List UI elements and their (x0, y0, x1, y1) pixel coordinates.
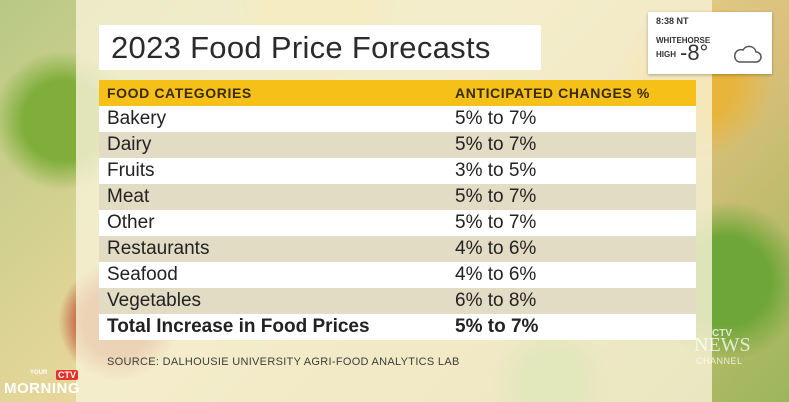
change-cell: 5% to 7% (447, 106, 696, 132)
table-row: Bakery 5% to 7% (99, 106, 696, 132)
table-row: Restaurants 4% to 6% (99, 236, 696, 262)
column-header-category: FOOD CATEGORIES (99, 80, 447, 106)
category-cell: Bakery (99, 106, 447, 132)
show-logo-morning: MORNING (4, 380, 80, 397)
channel-logo: CTV NEWS CHANNEL (694, 328, 774, 368)
weather-widget: 8:38 NT WHITEHORSE HIGH -8° (648, 12, 772, 74)
change-cell: 5% to 7% (447, 210, 696, 236)
show-logo-ctv: CTV (56, 370, 78, 380)
weather-city: WHITEHORSE (656, 36, 711, 45)
column-header-change: ANTICIPATED CHANGES % (447, 80, 696, 106)
change-cell: 4% to 6% (447, 262, 696, 288)
category-cell: Meat (99, 184, 447, 210)
category-cell: Dairy (99, 132, 447, 158)
cloud-icon (733, 45, 762, 63)
change-cell: 5% to 7% (447, 132, 696, 158)
category-cell: Other (99, 210, 447, 236)
table-row: Meat 5% to 7% (99, 184, 696, 210)
show-logo: YOUR CTV MORNING (4, 370, 98, 398)
change-cell: 4% to 6% (447, 236, 696, 262)
category-cell: Vegetables (99, 288, 447, 314)
weather-high-label: HIGH (656, 50, 676, 59)
channel-logo-news: NEWS (694, 334, 751, 356)
total-change-cell: 5% to 7% (447, 314, 696, 340)
table-row: Fruits 3% to 5% (99, 158, 696, 184)
change-cell: 6% to 8% (447, 288, 696, 314)
clock-time: 8:38 NT (656, 16, 689, 26)
table-row: Other 5% to 7% (99, 210, 696, 236)
forecast-table: FOOD CATEGORIES ANTICIPATED CHANGES % Ba… (99, 80, 696, 340)
total-row: Total Increase in Food Prices 5% to 7% (99, 314, 696, 340)
table-row: Dairy 5% to 7% (99, 132, 696, 158)
table-header-row: FOOD CATEGORIES ANTICIPATED CHANGES % (99, 80, 696, 106)
page-title: 2023 Food Price Forecasts (111, 29, 491, 65)
change-cell: 5% to 7% (447, 184, 696, 210)
weather-temperature: -8° (680, 40, 709, 65)
total-label-cell: Total Increase in Food Prices (99, 314, 447, 340)
category-cell: Fruits (99, 158, 447, 184)
table-row: Vegetables 6% to 8% (99, 288, 696, 314)
channel-logo-ctv: CTV (712, 328, 732, 339)
category-cell: Seafood (99, 262, 447, 288)
channel-logo-channel: CHANNEL (696, 356, 743, 366)
source-credit: SOURCE: DALHOUSIE UNIVERSITY AGRI-FOOD A… (107, 356, 460, 368)
change-cell: 3% to 5% (447, 158, 696, 184)
show-logo-your: YOUR (30, 370, 48, 376)
table-row: Seafood 4% to 6% (99, 262, 696, 288)
title-box: 2023 Food Price Forecasts (99, 25, 541, 70)
category-cell: Restaurants (99, 236, 447, 262)
